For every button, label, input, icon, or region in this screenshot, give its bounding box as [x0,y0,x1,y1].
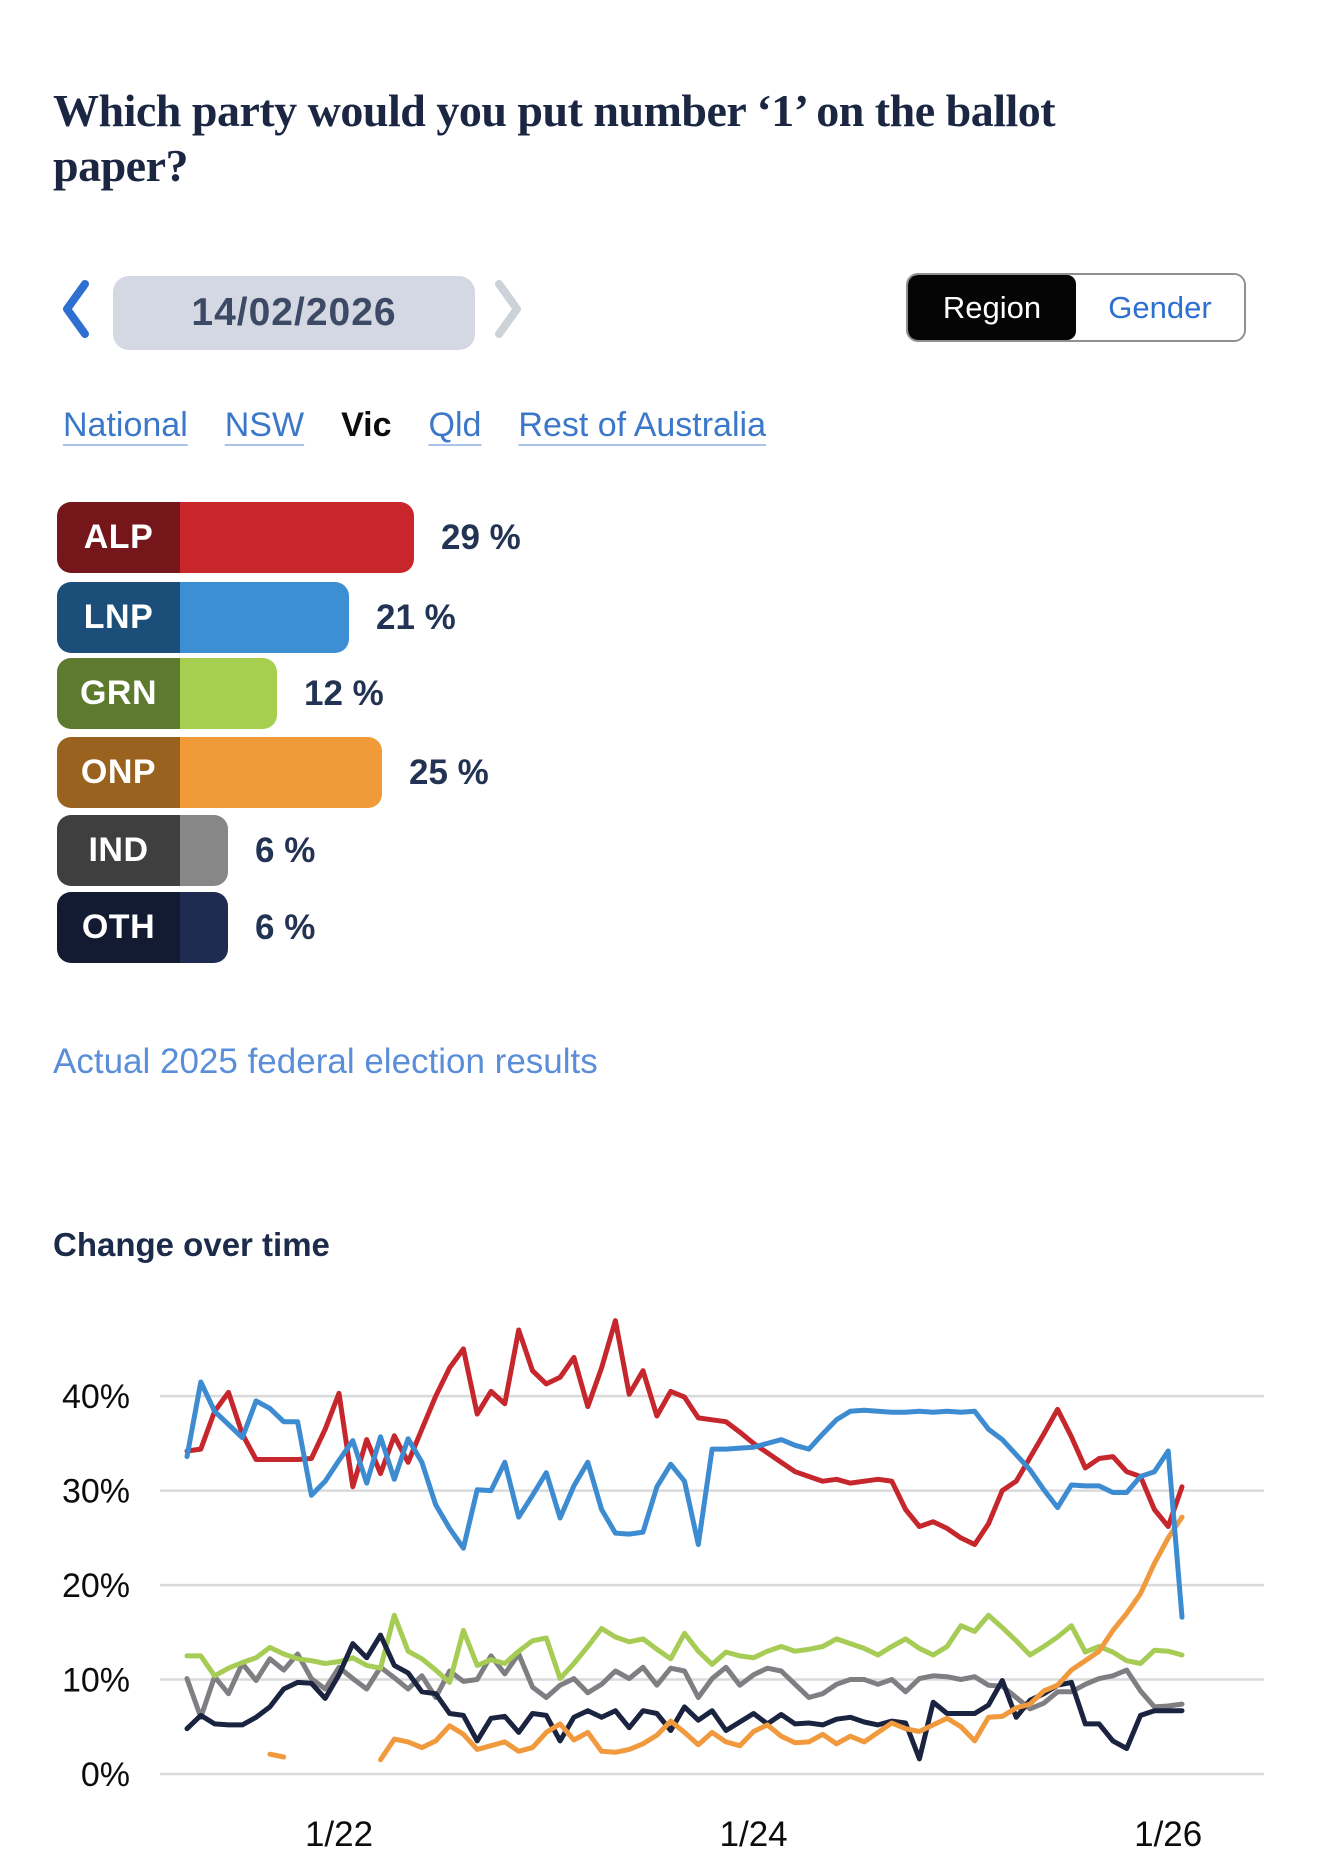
bar-row-lnp: LNP 21 % [57,582,456,653]
chevron-right-icon [495,280,521,338]
x-tick-1-26: 1/26 [1134,1815,1202,1854]
party-chip-onp: ONP [57,737,180,808]
next-date-button[interactable] [492,278,526,340]
trend-line-ind [184,1651,1185,1720]
tab-vic[interactable]: Vic [341,406,392,444]
x-tick-1-24: 1/24 [720,1815,788,1854]
toggle-option-region[interactable]: Region [908,275,1076,340]
bar-row-grn: GRN 12 % [57,658,384,729]
trend-line-grn [184,1612,1185,1685]
party-bar-alp [180,502,414,573]
bar-row-oth: OTH 6 % [57,892,315,963]
party-value-onp: 25 % [409,752,489,792]
bar-row-onp: ONP 25 % [57,737,489,808]
region-tabs: National NSW Vic Qld Rest of Australia [63,406,766,445]
party-value-oth: 6 % [255,907,316,947]
party-value-grn: 12 % [304,673,384,713]
party-bar-onp [180,737,382,808]
y-tick-30%: 30% [62,1473,130,1511]
party-chip-grn: GRN [57,658,180,729]
election-results-link[interactable]: Actual 2025 federal election results [53,1042,598,1081]
trend-line-oth [184,1632,1185,1762]
x-tick-1-22: 1/22 [305,1815,373,1854]
trend-line-onp [378,1514,1185,1763]
bar-row-ind: IND 6 % [57,815,315,886]
chevron-left-icon [63,280,89,338]
party-chip-alp: ALP [57,502,180,573]
party-chip-oth: OTH [57,892,180,963]
trend-line-alp [184,1318,1185,1547]
y-tick-0%: 0% [81,1756,130,1794]
trend-line-chart: 0% 10% 20% 30% 40% 1/22 1/24 1/26 [62,1318,1264,1854]
party-bar-lnp [180,582,349,653]
party-value-lnp: 21 % [376,597,456,637]
y-tick-40%: 40% [62,1378,130,1416]
party-chip-ind: IND [57,815,180,886]
y-tick-10%: 10% [62,1662,130,1700]
party-bar-grn [180,658,277,729]
view-toggle: Region Gender [906,273,1246,342]
party-bar-ind [180,815,228,886]
previous-date-button[interactable] [58,278,92,340]
party-value-alp: 29 % [441,517,521,557]
trend-heading: Change over time [53,1226,330,1263]
tab-rest-of-australia[interactable]: Rest of Australia [518,406,766,444]
bar-row-alp: ALP 29 % [57,502,521,573]
tab-qld[interactable]: Qld [428,406,482,444]
party-bar-oth [180,892,228,963]
trend-line-lnp [184,1379,1185,1620]
y-tick-20%: 20% [62,1567,130,1605]
trend-line-onp [267,1751,287,1760]
date-picker[interactable]: 14/02/2026 [113,276,475,350]
tab-national[interactable]: National [63,406,188,444]
tab-nsw[interactable]: NSW [224,406,305,444]
party-value-ind: 6 % [255,830,316,870]
party-chip-lnp: LNP [57,582,180,653]
page-title: Which party would you put number ‘1’ on … [53,84,1056,191]
toggle-option-gender[interactable]: Gender [1076,275,1244,340]
